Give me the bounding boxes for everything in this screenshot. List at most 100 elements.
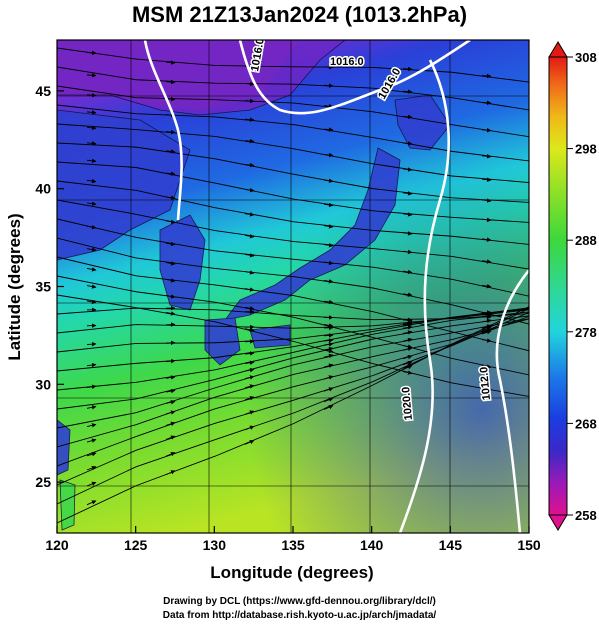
wind-arrow — [323, 152, 334, 158]
wind-arrow — [165, 388, 176, 394]
streamline — [57, 318, 529, 448]
wind-arrow — [481, 217, 492, 223]
wind-arrow — [165, 79, 176, 85]
y-tick-label: 25 — [35, 474, 51, 490]
wind-arrow — [86, 384, 97, 389]
isobar-label: 1020.0 — [400, 386, 415, 421]
wind-arrow — [481, 318, 492, 324]
wind-arrow — [244, 117, 255, 122]
wind-arrow — [323, 127, 334, 132]
streamline — [57, 104, 529, 162]
wind-arrow — [481, 387, 492, 393]
wind-arrow — [244, 327, 255, 332]
wind-arrow — [86, 158, 97, 164]
wind-arrow — [244, 306, 255, 311]
streamline — [57, 218, 529, 297]
y-tick-label: 35 — [35, 279, 51, 295]
wind-arrow — [165, 340, 176, 346]
wind-arrow — [402, 191, 413, 196]
wind-arrow — [402, 337, 413, 343]
streamline — [57, 308, 529, 372]
wind-arrow — [86, 267, 97, 272]
wind-arrow — [244, 270, 255, 275]
wind-arrow — [481, 237, 492, 242]
streamline — [57, 123, 529, 183]
colorbar: 258 268 278 288 298 308 — [548, 41, 597, 531]
wind-arrow — [165, 171, 176, 176]
streamline — [57, 308, 529, 505]
wind-arrow — [323, 64, 334, 70]
wind-arrow — [323, 299, 334, 305]
streamline — [57, 309, 529, 334]
colorbar-tick-label: 268 — [575, 416, 597, 431]
wind-arrow — [323, 224, 334, 229]
wind-arrow — [244, 162, 255, 168]
wind-arrow — [165, 294, 176, 299]
wind-arrow — [244, 410, 255, 415]
korean-peninsula — [159, 214, 206, 311]
wind-arrow — [323, 83, 334, 88]
wind-arrow — [402, 231, 413, 236]
streamline — [57, 318, 529, 429]
wind-arrow — [402, 322, 413, 328]
wind-arrow — [323, 363, 334, 368]
wind-arrow — [244, 98, 255, 104]
wind-arrow — [165, 278, 176, 283]
wind-arrow — [86, 341, 97, 347]
wind-arrow — [244, 425, 255, 431]
colorbar-scale — [548, 56, 568, 516]
streamline — [57, 47, 529, 83]
wind-arrow — [481, 127, 492, 133]
colorbar-tick-label: 298 — [575, 142, 597, 157]
wind-arrow — [86, 405, 97, 410]
wind-arrow — [323, 405, 334, 410]
y-axis-label: Latitude (degrees) — [5, 213, 24, 360]
x-tick-label: 145 — [439, 537, 463, 553]
y-tick-label: 40 — [35, 181, 51, 197]
streamline — [57, 315, 529, 410]
wind-arrow — [165, 60, 176, 65]
wind-arrow — [244, 212, 255, 217]
wind-arrow — [402, 325, 413, 330]
y-tick-label: 45 — [35, 83, 51, 99]
wind-arrow — [402, 114, 413, 120]
streamline — [57, 180, 529, 245]
wind-arrow — [323, 260, 334, 266]
wind-arrow — [165, 410, 176, 415]
isobar-1020 — [398, 59, 451, 533]
wind-arrow — [323, 375, 334, 380]
wind-arrow — [86, 110, 97, 115]
colorbar-tick-label: 258 — [575, 508, 597, 523]
wind-arrow — [244, 138, 255, 144]
taiwan — [59, 479, 76, 531]
wind-arrow — [244, 81, 255, 87]
wind-arrow — [323, 279, 334, 284]
wind-arrow — [323, 346, 334, 352]
wind-arrow — [165, 400, 176, 405]
wind-arrow — [165, 149, 176, 154]
wind-arrow — [481, 73, 492, 79]
wind-arrow — [402, 330, 413, 335]
streamline — [57, 142, 529, 203]
wind-arrow — [244, 375, 255, 380]
wind-arrow — [86, 481, 97, 487]
wind-arrow — [402, 167, 413, 172]
wind-arrow — [86, 73, 97, 78]
credit-data-source: Data from http://database.rish.kyoto-u.a… — [162, 610, 437, 621]
wind-arrow — [402, 89, 413, 94]
wind-arrow — [244, 187, 255, 193]
wind-arrow — [402, 346, 413, 352]
wind-arrow — [481, 324, 492, 330]
wind-arrow — [402, 292, 413, 297]
wind-arrow — [86, 50, 97, 56]
colorbar-tick-label: 308 — [575, 50, 597, 65]
colorbar-min-arrow — [548, 514, 568, 531]
wind-arrow — [402, 354, 413, 360]
streamline — [57, 307, 529, 321]
wind-arrow — [86, 465, 97, 471]
wind-arrow — [323, 353, 334, 359]
map-title: MSM 21Z13Jan2024 (1013.2hPa) — [131, 2, 468, 27]
streamline — [57, 85, 529, 138]
x-axis-label: Longitude (degrees) — [210, 563, 373, 582]
wind-arrow — [165, 435, 176, 440]
